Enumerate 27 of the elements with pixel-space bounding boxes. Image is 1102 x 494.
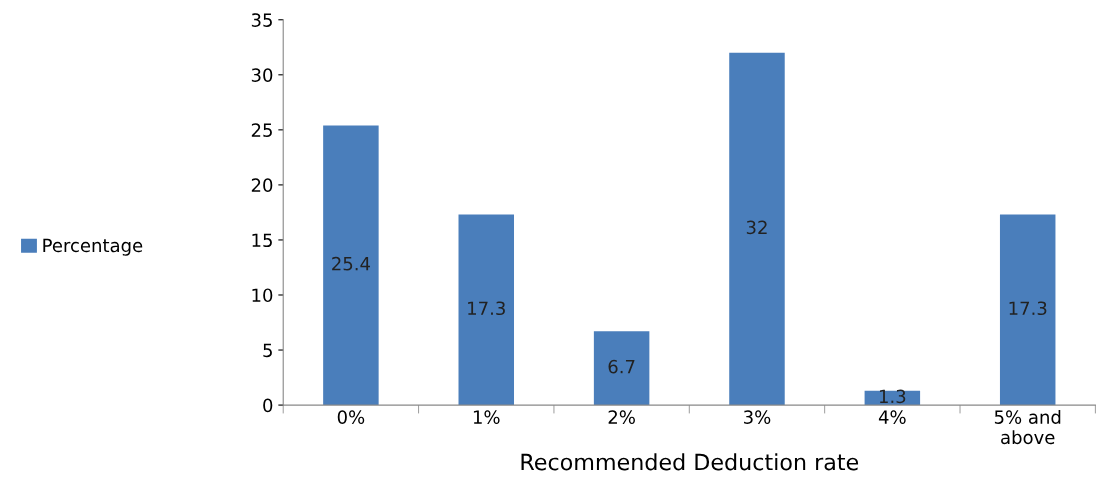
- y-tick-label: 10: [252, 288, 273, 303]
- y-tick-label: 25: [251, 123, 272, 137]
- x-tick-label: 4%: [878, 410, 906, 424]
- bar: [458, 214, 515, 406]
- legend-label: Percentage: [43, 238, 143, 256]
- y-tick-label: 0: [263, 398, 273, 413]
- y-tick-label: 20: [251, 178, 273, 193]
- x-tick-label: 2%: [608, 410, 635, 424]
- data-label: 32: [746, 220, 767, 235]
- x-axis-title: Recommended Deduction rate: [521, 453, 859, 471]
- bar: [999, 214, 1056, 406]
- bar: [593, 331, 650, 406]
- data-label: 17.3: [468, 301, 505, 316]
- data-label: 6.7: [608, 359, 635, 374]
- y-tick-label: 5: [263, 343, 272, 358]
- bar: [323, 125, 379, 406]
- data-label: 1.3: [879, 389, 906, 404]
- y-tick-label: 35: [251, 13, 272, 27]
- x-tick-label: 1%: [473, 410, 500, 424]
- y-tick-label: 30: [251, 68, 273, 82]
- x-tick-label: 5% and above: [994, 409, 1061, 445]
- data-label: 17.3: [1009, 301, 1047, 316]
- bar: [729, 52, 785, 406]
- x-tick-label: 3%: [744, 410, 771, 424]
- data-label: 25.4: [332, 256, 370, 271]
- x-tick-label: 0%: [337, 410, 365, 424]
- y-tick-label: 15: [252, 233, 272, 248]
